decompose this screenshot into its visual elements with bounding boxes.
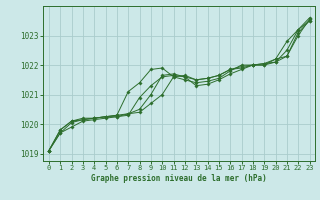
X-axis label: Graphe pression niveau de la mer (hPa): Graphe pression niveau de la mer (hPa) bbox=[91, 174, 267, 183]
